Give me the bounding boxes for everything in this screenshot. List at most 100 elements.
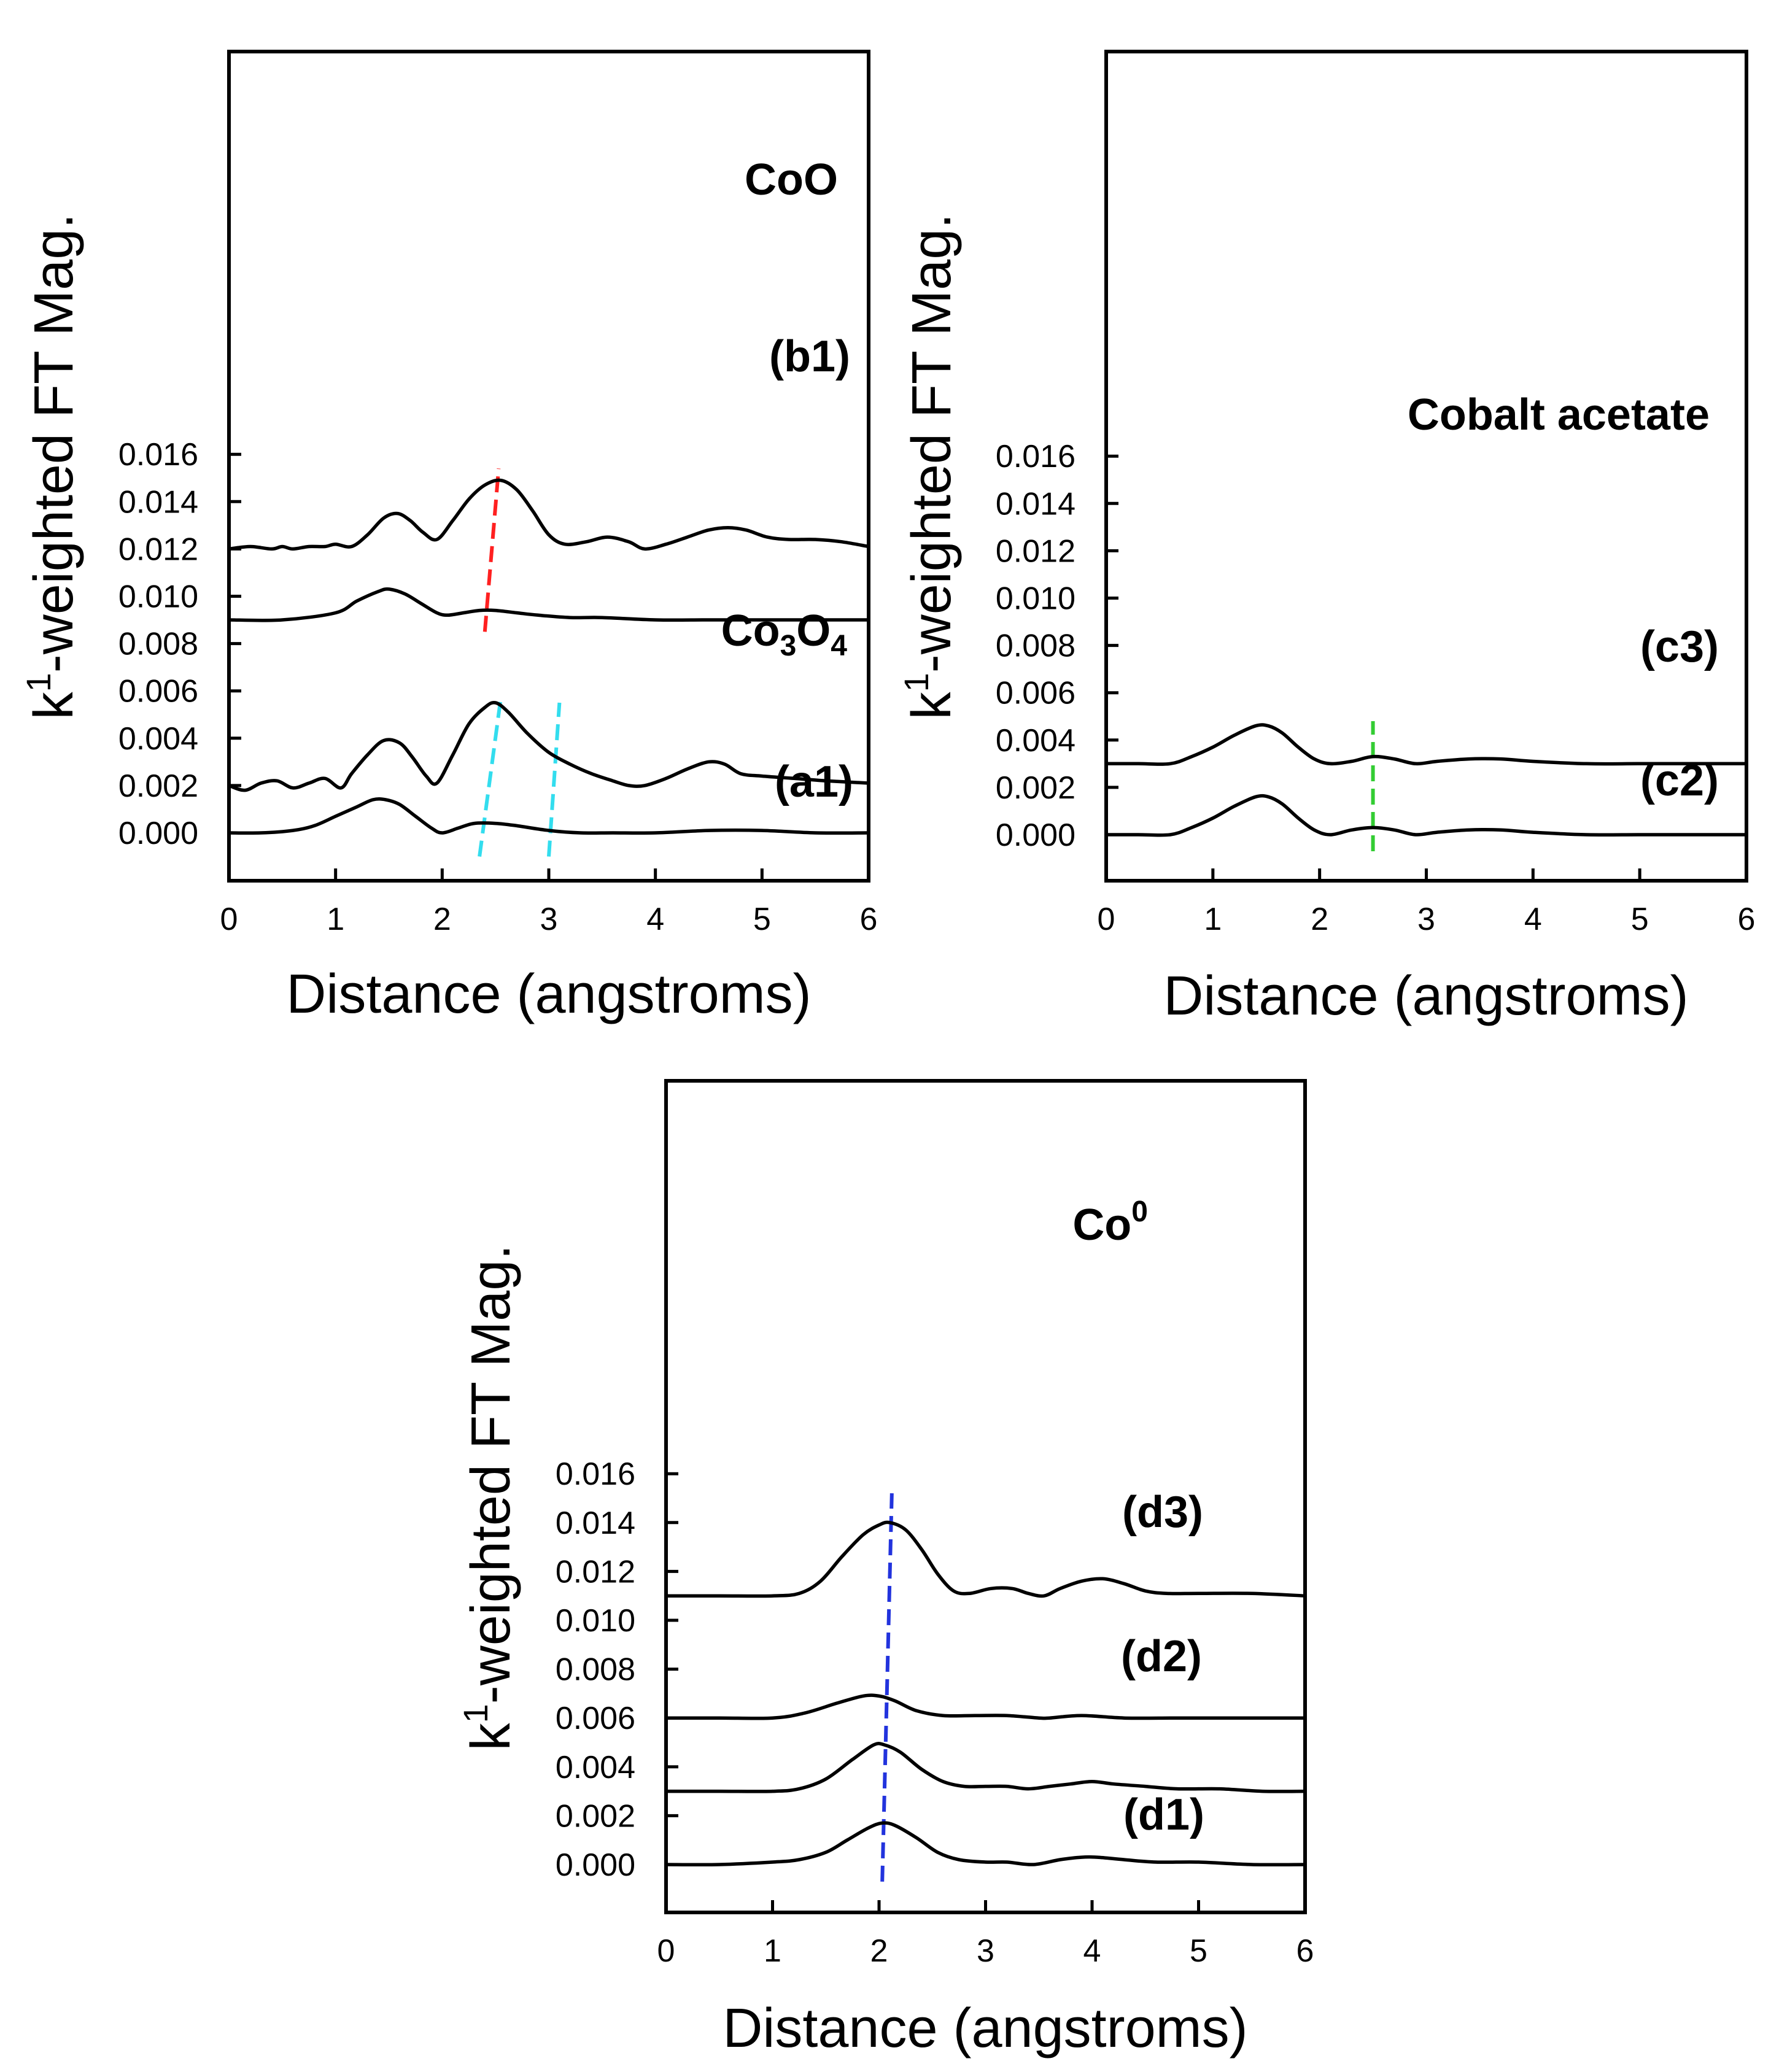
y-axis-title-k: k xyxy=(460,1722,522,1750)
y-tick-label: 0.002 xyxy=(556,1798,635,1834)
y-axis-title-rest: -weighted FT Mag. xyxy=(460,1245,522,1704)
y-axis-title-sup: 1 xyxy=(897,673,936,692)
y-tick-label: 0.012 xyxy=(996,533,1075,569)
x-tick-label: 1 xyxy=(764,1933,781,1969)
series-line-a1 xyxy=(227,797,870,835)
co0-co: Co xyxy=(1072,1200,1131,1250)
series-label-co3o4: Co3O4 xyxy=(721,606,848,662)
series-label-coo: CoO xyxy=(745,155,838,204)
x-tick-label: 1 xyxy=(327,902,344,937)
series-line-d1 xyxy=(664,1821,1307,1867)
y-tick-label: 0.004 xyxy=(996,723,1075,759)
x-tick-label: 0 xyxy=(220,902,238,937)
y-tick-label: 0.008 xyxy=(118,627,198,662)
dashed-guide-line xyxy=(482,468,501,632)
x-tick-label: 2 xyxy=(1311,902,1328,937)
y-tick-label: 0.000 xyxy=(118,816,198,851)
panel-a-b-y-axis-title: k1-weighted FT Mag. xyxy=(19,214,85,720)
series-label-d2: (d2) xyxy=(1121,1632,1202,1681)
panel-c-x-axis-title: Distance (angstroms) xyxy=(1163,965,1688,1027)
y-tick-label: 0.002 xyxy=(118,768,198,804)
co3o4-sub-3: 3 xyxy=(780,630,797,662)
series-label-d1: (d1) xyxy=(1123,1790,1204,1839)
y-tick-label: 0.004 xyxy=(118,721,198,757)
series-label-co0: Co0 xyxy=(1072,1196,1148,1250)
x-tick-label: 6 xyxy=(1738,902,1756,937)
series-line-c3 xyxy=(1104,723,1748,766)
y-tick-label: 0.006 xyxy=(996,676,1075,711)
y-axis-title-sup: 1 xyxy=(456,1704,495,1723)
panel-d-curves xyxy=(664,1520,1307,1867)
panel-d-ticks: 0 1 2 3 4 5 6 0.000 0.002 0.004 0.006 0.008 0.010 0.0… xyxy=(556,1456,1314,1969)
panel-a-b-curves xyxy=(227,478,870,835)
y-tick-label: 0.008 xyxy=(556,1652,635,1688)
y-tick-label: 0.006 xyxy=(556,1701,635,1736)
dashed-guide-line xyxy=(880,1493,894,1882)
y-tick-label: 0.000 xyxy=(556,1847,635,1883)
y-tick-label: 0.014 xyxy=(556,1506,635,1541)
x-tick-label: 6 xyxy=(1296,1933,1314,1969)
panel-c: 0 1 2 3 4 5 6 0.000 0.002 0.004 0.006 0.008 0.010 0.0… xyxy=(897,50,1756,1027)
x-tick-label: 0 xyxy=(657,1933,675,1969)
panel-a-b-x-axis-title: Distance (angstroms) xyxy=(286,964,811,1025)
panel-a-b: 0 1 2 3 4 5 6 0.000 0.002 0.004 0.006 0.008 0.010 0.0… xyxy=(19,50,878,1025)
x-tick-label: 2 xyxy=(433,902,451,937)
x-tick-label: 5 xyxy=(753,902,771,937)
x-tick-label: 3 xyxy=(977,1933,994,1969)
panel-d: 0 1 2 3 4 5 6 0.000 0.002 0.004 0.006 0.008 0.010 0.0… xyxy=(456,1079,1314,2059)
panel-c-ticks: 0 1 2 3 4 5 6 0.000 0.002 0.004 0.006 0.008 0.010 0.0… xyxy=(996,439,1756,937)
series-label-b1: (b1) xyxy=(769,332,850,381)
series-line-b1 xyxy=(227,587,870,622)
y-tick-label: 0.000 xyxy=(996,818,1075,853)
x-tick-label: 1 xyxy=(1204,902,1222,937)
co3o4-co: Co xyxy=(721,606,780,655)
y-axis-title-rest: -weighted FT Mag. xyxy=(901,214,963,673)
y-tick-label: 0.014 xyxy=(996,486,1075,522)
co3o4-sub-4: 4 xyxy=(831,630,847,662)
y-axis-title-sup: 1 xyxy=(19,673,58,692)
y-tick-label: 0.014 xyxy=(118,484,198,520)
panel-c-y-axis-title: k1-weighted FT Mag. xyxy=(897,214,963,720)
panel-d-guides xyxy=(880,1493,894,1882)
y-tick-label: 0.004 xyxy=(556,1750,635,1785)
x-tick-label: 5 xyxy=(1631,902,1649,937)
panel-c-curves xyxy=(1104,723,1748,837)
y-tick-label: 0.010 xyxy=(118,579,198,615)
x-tick-label: 2 xyxy=(870,1933,888,1969)
x-tick-label: 6 xyxy=(860,902,878,937)
x-tick-label: 5 xyxy=(1190,1933,1207,1969)
y-tick-label: 0.010 xyxy=(996,581,1075,617)
panel-d-y-axis-title: k1-weighted FT Mag. xyxy=(456,1245,522,1751)
panel-c-title: Cobalt acetate xyxy=(1408,390,1710,439)
series-label-a1: (a1) xyxy=(775,757,853,806)
y-tick-label: 0.016 xyxy=(556,1456,635,1492)
series-line-co3o4 xyxy=(227,700,870,792)
panel-a-b-ticks: 0 1 2 3 4 5 6 0.000 0.002 0.004 0.006 0.008 0.010 0.0… xyxy=(118,437,878,937)
y-axis-title-rest: -weighted FT Mag. xyxy=(23,214,85,673)
x-tick-label: 4 xyxy=(646,902,664,937)
y-tick-label: 0.008 xyxy=(996,628,1075,664)
series-line-d3 xyxy=(664,1693,1307,1720)
y-tick-label: 0.016 xyxy=(118,437,198,473)
series-line-d2 xyxy=(664,1741,1307,1793)
x-tick-label: 3 xyxy=(540,902,558,937)
x-tick-label: 3 xyxy=(1417,902,1435,937)
y-tick-label: 0.016 xyxy=(996,439,1075,474)
y-tick-label: 0.002 xyxy=(996,770,1075,806)
y-tick-label: 0.006 xyxy=(118,674,198,709)
series-label-c3: (c3) xyxy=(1640,622,1719,671)
y-tick-label: 0.010 xyxy=(556,1603,635,1639)
series-label-c2: (c2) xyxy=(1640,756,1719,805)
co0-sup-0: 0 xyxy=(1131,1196,1148,1228)
co3o4-o: O xyxy=(796,606,831,655)
y-axis-title-k: k xyxy=(901,691,963,719)
x-tick-label: 4 xyxy=(1083,1933,1101,1969)
series-line-coo xyxy=(227,478,870,551)
y-tick-label: 0.012 xyxy=(556,1554,635,1590)
series-label-d3: (d3) xyxy=(1122,1488,1203,1537)
y-axis-title-k: k xyxy=(23,691,85,719)
series-line-co0 xyxy=(664,1520,1307,1598)
x-tick-label: 0 xyxy=(1098,902,1115,937)
x-tick-label: 4 xyxy=(1524,902,1542,937)
